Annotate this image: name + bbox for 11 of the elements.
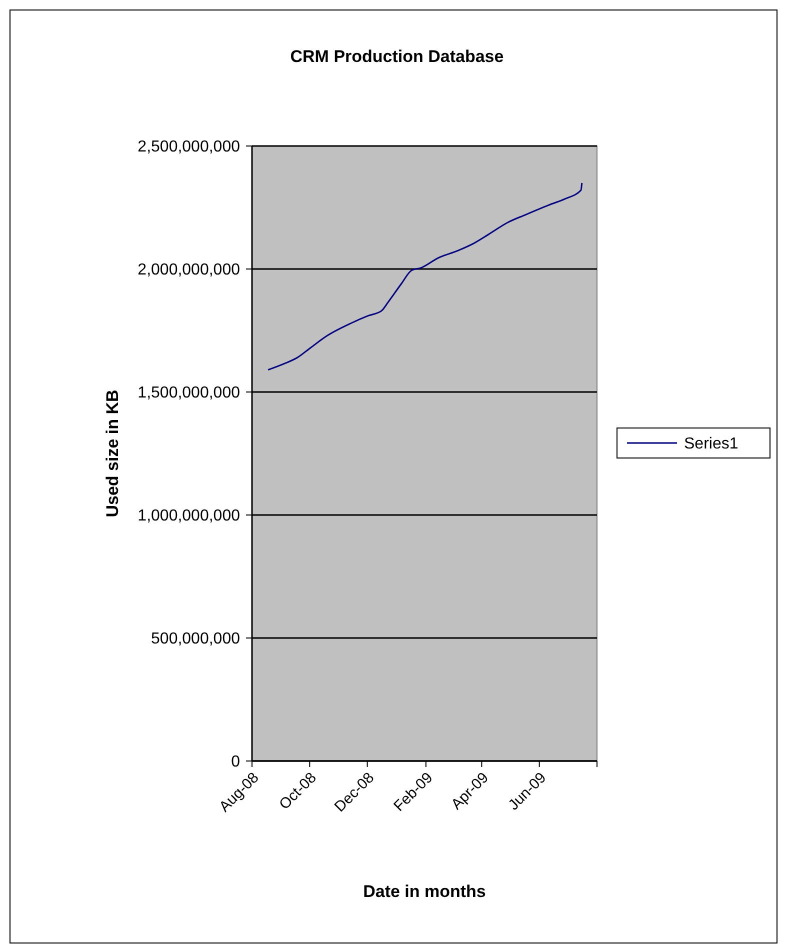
- y-tick-label: 2,500,000,000: [138, 138, 240, 156]
- legend-label: Series1: [684, 436, 738, 453]
- y-tick-label: 500,000,000: [151, 630, 240, 648]
- line-series: [267, 182, 583, 371]
- chart-title: CRM Production Database: [290, 47, 504, 66]
- y-tick-label: 0: [231, 754, 240, 771]
- y-axis-title: Used size in KB: [103, 390, 122, 518]
- y-tick-label: 1,500,000,000: [138, 384, 240, 402]
- y-tick-label: 1,000,000,000: [138, 508, 240, 525]
- x-axis-title: Date in months: [363, 882, 486, 901]
- y-tick-label: 2,000,000,000: [138, 262, 240, 279]
